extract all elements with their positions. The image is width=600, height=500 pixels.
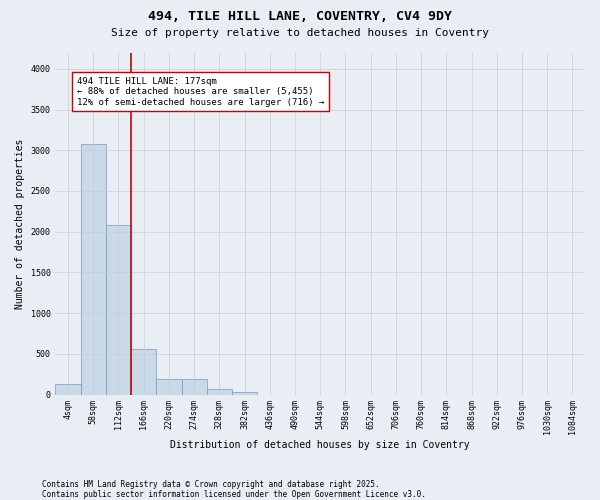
Text: Size of property relative to detached houses in Coventry: Size of property relative to detached ho…: [111, 28, 489, 38]
Bar: [106, 225, 131, 394]
Text: 494 TILE HILL LANE: 177sqm
← 88% of detached houses are smaller (5,455)
12% of s: 494 TILE HILL LANE: 177sqm ← 88% of deta…: [77, 77, 324, 106]
Bar: [207, 390, 232, 394]
Text: Contains public sector information licensed under the Open Government Licence v3: Contains public sector information licen…: [42, 490, 426, 499]
Bar: [131, 349, 156, 395]
Bar: [80, 144, 106, 394]
Bar: [156, 378, 182, 394]
Y-axis label: Number of detached properties: Number of detached properties: [15, 138, 25, 308]
Bar: [232, 392, 257, 394]
Bar: [182, 378, 207, 394]
Text: Contains HM Land Registry data © Crown copyright and database right 2025.: Contains HM Land Registry data © Crown c…: [42, 480, 380, 489]
Bar: [55, 384, 80, 394]
Text: 494, TILE HILL LANE, COVENTRY, CV4 9DY: 494, TILE HILL LANE, COVENTRY, CV4 9DY: [148, 10, 452, 23]
X-axis label: Distribution of detached houses by size in Coventry: Distribution of detached houses by size …: [170, 440, 470, 450]
